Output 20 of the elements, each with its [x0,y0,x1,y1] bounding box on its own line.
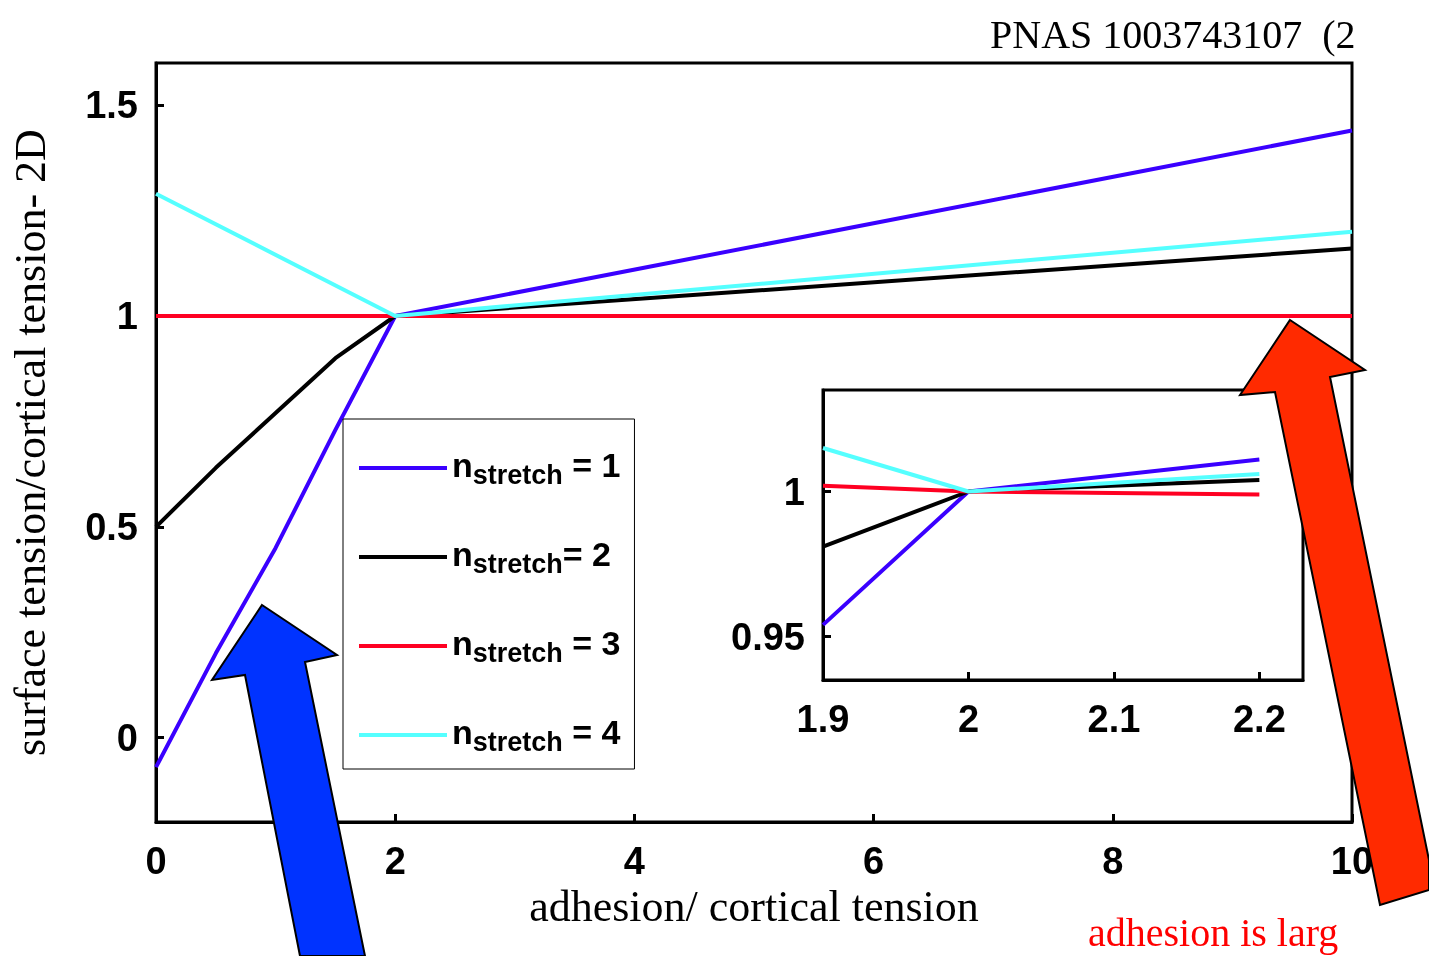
x-tick-label: 8 [1102,840,1124,882]
y-axis-title: surface tension/cortical tension- 2D [5,129,55,756]
x-tick-label: 4 [623,840,645,882]
x-tick-label: 2 [957,698,980,740]
line-series [154,128,1354,770]
y-tick-label: 1 [783,470,805,513]
text: PNAS 1003743107 (2 [990,11,1356,57]
y-tick-label: 1.5 [85,84,138,127]
x-tick-label: 2.1 [1087,698,1141,740]
y-tick-label: 1 [116,295,138,337]
x-tick-label: 1.9 [796,698,850,740]
y-tick-label: 0.95 [731,615,805,658]
x-tick-label: 10 [1330,840,1374,882]
x-tick-label: 2 [384,840,406,882]
x-tick-label: 6 [863,840,885,882]
x-tick-label: 2.2 [1232,698,1286,740]
x-axis-title: adhesion/ cortical tension [529,882,979,932]
x-tick-label: 0 [145,840,167,882]
y-tick-label: 0.5 [85,505,138,548]
text: adhesion is larg [1088,909,1339,955]
